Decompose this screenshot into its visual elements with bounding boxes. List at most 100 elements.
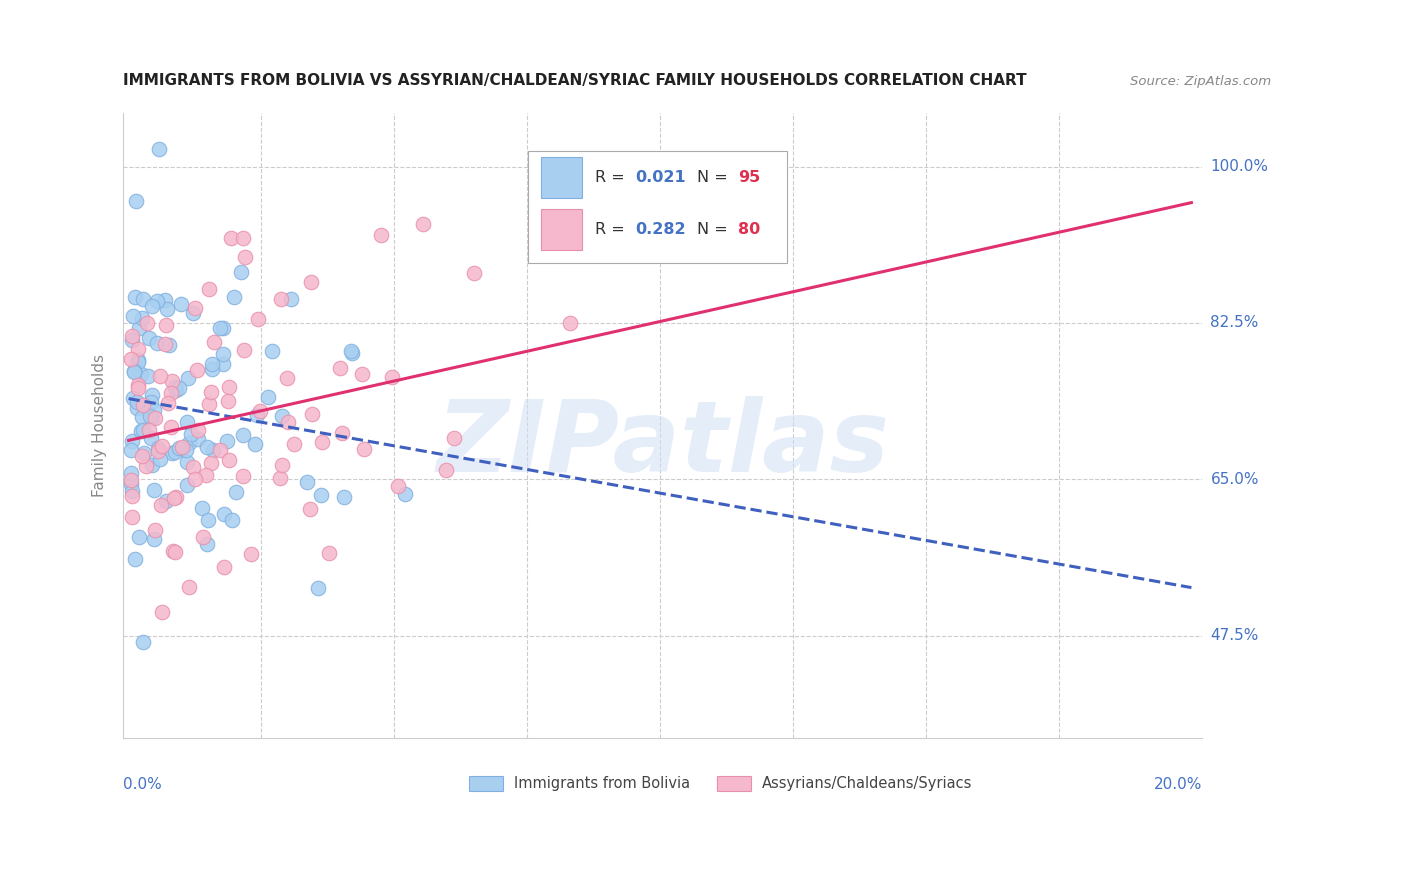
Text: 100.0%: 100.0% (1211, 159, 1268, 174)
Point (121, 484, 143, 499)
Point (122, 365, 145, 379)
Point (174, 443, 197, 458)
Point (340, 344, 363, 359)
FancyBboxPatch shape (541, 209, 582, 250)
Point (172, 440, 194, 454)
Point (150, 605, 173, 619)
Point (127, 381, 149, 395)
Point (121, 333, 143, 347)
Point (138, 409, 160, 423)
Point (162, 544, 184, 558)
Point (340, 346, 363, 360)
Point (212, 559, 235, 574)
Point (276, 371, 298, 385)
Point (127, 342, 149, 356)
Point (352, 367, 374, 381)
Point (231, 427, 253, 442)
Text: 20.0%: 20.0% (1154, 777, 1202, 792)
Point (141, 458, 163, 473)
Point (211, 347, 233, 361)
Point (162, 375, 184, 389)
Point (297, 475, 319, 490)
Point (195, 440, 218, 454)
Point (165, 545, 187, 559)
Point (330, 425, 353, 440)
Point (186, 362, 208, 376)
Point (412, 217, 434, 231)
Point (198, 282, 221, 296)
FancyBboxPatch shape (541, 157, 582, 198)
Text: N =: N = (697, 222, 733, 236)
Point (176, 455, 198, 469)
Point (120, 476, 142, 491)
Point (233, 343, 256, 357)
Point (125, 395, 148, 409)
Point (184, 301, 207, 315)
Point (309, 488, 332, 502)
Point (145, 335, 167, 350)
Point (262, 343, 284, 358)
Point (141, 411, 163, 425)
Text: 65.0%: 65.0% (1211, 472, 1258, 487)
Point (148, 142, 170, 156)
Point (153, 293, 176, 308)
Point (332, 490, 354, 504)
Text: 47.5%: 47.5% (1211, 628, 1258, 643)
Point (146, 293, 169, 308)
Point (143, 532, 166, 546)
Point (131, 311, 153, 326)
Point (201, 443, 224, 458)
Point (183, 460, 205, 475)
Point (142, 403, 165, 417)
Point (221, 513, 243, 527)
Text: N =: N = (697, 170, 733, 185)
Point (121, 510, 143, 524)
Point (120, 442, 142, 457)
Point (187, 432, 209, 446)
Point (157, 395, 180, 409)
Point (353, 442, 375, 456)
Point (132, 635, 155, 649)
Text: R =: R = (595, 222, 630, 236)
Point (156, 301, 179, 316)
Point (131, 292, 153, 306)
Point (370, 227, 392, 242)
Point (122, 392, 145, 406)
Point (329, 361, 352, 376)
Point (143, 524, 166, 538)
Point (245, 437, 267, 451)
Point (218, 380, 240, 394)
Point (120, 473, 142, 487)
Point (131, 450, 153, 464)
Point (138, 423, 160, 437)
Point (138, 331, 160, 345)
Point (211, 321, 233, 335)
Point (120, 466, 142, 480)
Point (180, 427, 202, 442)
Point (434, 462, 457, 476)
Point (149, 499, 172, 513)
Text: Assyrians/Chaldeans/Syriacs: Assyrians/Chaldeans/Syriacs (762, 776, 973, 791)
Point (165, 383, 187, 397)
Point (124, 290, 146, 304)
Text: 82.5%: 82.5% (1211, 316, 1258, 330)
Point (146, 444, 169, 458)
Point (121, 489, 143, 503)
Text: 0.021: 0.021 (636, 170, 686, 185)
Point (280, 292, 302, 306)
Text: IMMIGRANTS FROM BOLIVIA VS ASSYRIAN/CHALDEAN/SYRIAC FAMILY HOUSEHOLDS CORRELATIO: IMMIGRANTS FROM BOLIVIA VS ASSYRIAN/CHAL… (124, 73, 1026, 88)
Point (121, 309, 143, 323)
Point (155, 318, 177, 332)
Point (125, 401, 148, 415)
Point (301, 408, 323, 422)
Point (132, 446, 155, 460)
Text: 0.0%: 0.0% (124, 777, 162, 792)
Text: 80: 80 (738, 222, 761, 236)
Point (200, 385, 222, 400)
Point (198, 397, 221, 411)
Point (276, 415, 298, 429)
Point (163, 491, 186, 506)
Point (311, 435, 333, 450)
Point (184, 472, 207, 486)
Point (202, 335, 225, 350)
